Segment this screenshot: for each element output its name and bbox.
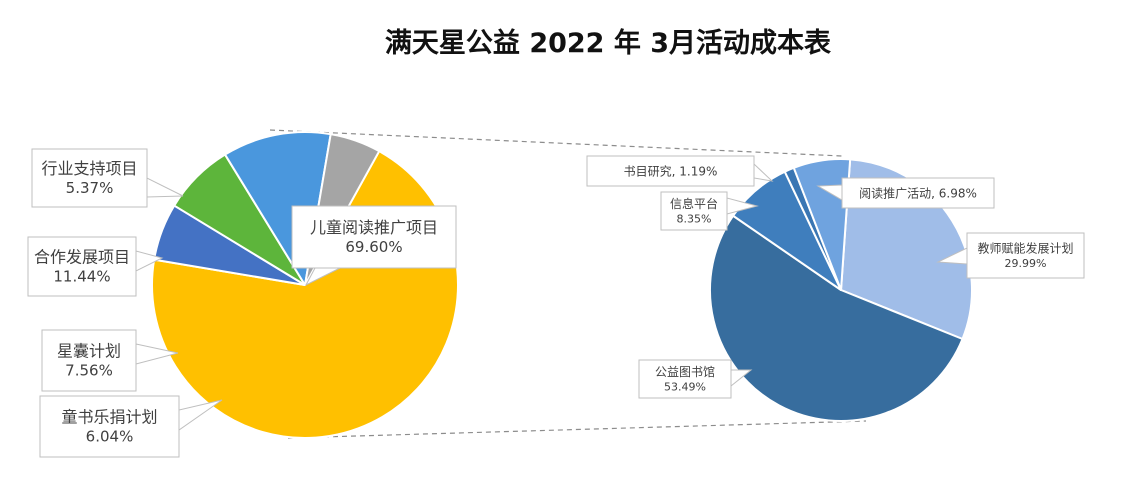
slice-percent: 6.04% — [86, 428, 134, 446]
data-labels: 儿童阅读推广项目69.60%童书乐捐计划6.04%星囊计划7.56%合作发展项目… — [27, 148, 1085, 458]
slice-name: 合作发展项目 — [34, 248, 130, 267]
secondary-pie-label-4: 书目研究, 1.19% — [586, 155, 774, 187]
slice-percent: 8.35% — [677, 212, 712, 225]
slice-percent: 11.44% — [53, 268, 110, 286]
connector-line-bottom — [287, 420, 867, 439]
callout-box — [27, 236, 137, 297]
slice-name: 行业支持项目 — [41, 159, 137, 178]
main-pie — [151, 131, 459, 439]
callout-box — [660, 191, 728, 231]
callout-box — [586, 155, 755, 187]
connector-line-top — [269, 129, 843, 157]
callout-box — [841, 177, 995, 209]
slice-name: 儿童阅读推广项目 — [310, 218, 438, 237]
slice-percent: 29.99% — [1005, 257, 1047, 270]
callout-pointer — [753, 162, 774, 182]
slice-percent: 7.56% — [65, 362, 113, 380]
connector-lines — [269, 129, 867, 439]
callout-box — [39, 395, 180, 458]
slice-name: 信息平台 — [670, 196, 718, 211]
callout-box — [966, 232, 1085, 279]
chart-title: 满天星公益 2022 年 3月活动成本表 — [385, 27, 831, 59]
slice-name: 公益图书馆 — [655, 364, 715, 379]
slice-name-and-percent: 书目研究, 1.19% — [624, 163, 718, 178]
callout-box — [31, 148, 148, 208]
slice-name: 教师赋能发展计划 — [977, 241, 1073, 256]
callout-box — [638, 359, 732, 399]
callout-box — [41, 329, 137, 392]
slice-name: 童书乐捐计划 — [61, 408, 157, 427]
slice-percent: 69.60% — [345, 238, 402, 256]
slice-name: 星囊计划 — [57, 342, 121, 361]
slice-name-and-percent: 阅读推广活动, 6.98% — [859, 186, 977, 200]
slice-percent: 53.49% — [664, 380, 706, 393]
callout-pointer — [178, 399, 223, 431]
callout-box — [291, 205, 457, 269]
callout-pointer — [146, 177, 184, 198]
secondary-pie-slice-2 — [709, 214, 964, 422]
slice-percent: 5.37% — [66, 179, 114, 197]
secondary-pie-label-5: 阅读推广活动, 6.98% — [816, 177, 995, 209]
